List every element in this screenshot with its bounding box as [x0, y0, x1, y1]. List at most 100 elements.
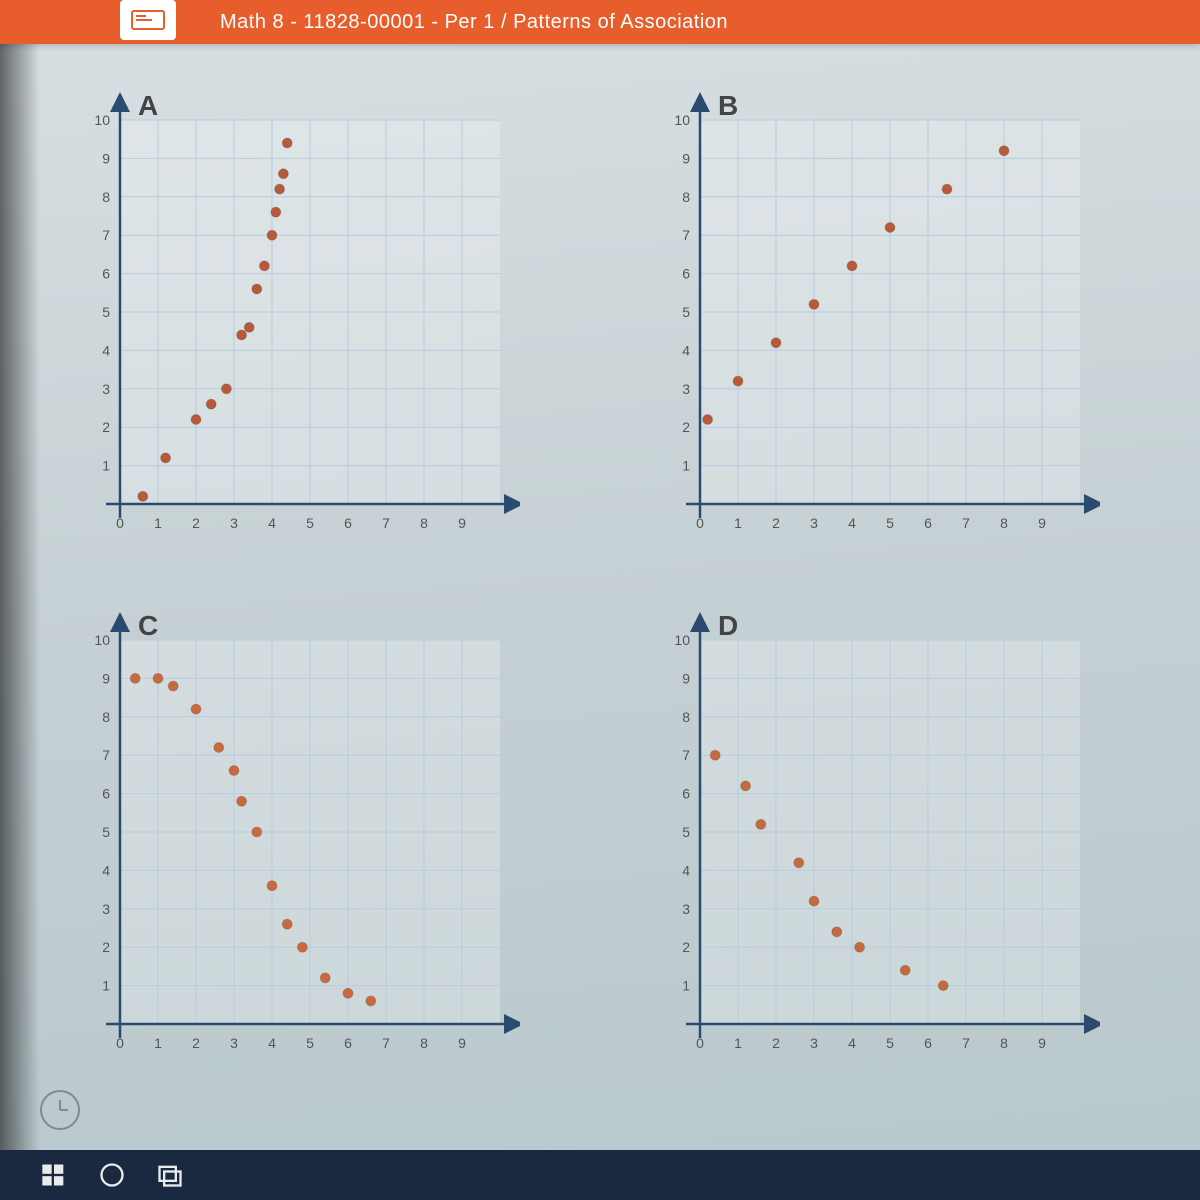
svg-text:5: 5 — [102, 304, 110, 320]
svg-text:6: 6 — [924, 1035, 932, 1051]
svg-text:3: 3 — [102, 381, 110, 397]
svg-text:1: 1 — [734, 1035, 742, 1051]
svg-text:9: 9 — [1038, 1035, 1046, 1051]
page-header: Math 8 - 11828-00001 - Per 1 / Patterns … — [0, 0, 1200, 44]
taskbar — [0, 1150, 1200, 1200]
svg-text:6: 6 — [344, 515, 352, 531]
chart-B: B 012345678912345678910 — [640, 84, 1100, 544]
svg-text:6: 6 — [102, 786, 110, 802]
svg-text:4: 4 — [102, 342, 110, 358]
svg-text:0: 0 — [696, 515, 704, 531]
svg-text:9: 9 — [102, 150, 110, 166]
svg-text:4: 4 — [268, 515, 276, 531]
svg-text:2: 2 — [102, 939, 110, 955]
svg-text:3: 3 — [810, 1035, 818, 1051]
left-shadow — [0, 44, 40, 1150]
svg-text:6: 6 — [682, 786, 690, 802]
chart-C: C 0 1 2 3 4 5 6 7 8 9 1 2 3 4 5 6 7 8 9 10 — [60, 604, 520, 1064]
svg-text:8: 8 — [102, 189, 110, 205]
plot-A: 0 1 2 3 4 5 6 7 8 9 1 2 3 4 5 6 7 8 9 10 — [60, 84, 520, 544]
svg-text:2: 2 — [192, 515, 200, 531]
svg-text:3: 3 — [682, 381, 690, 397]
course-icon — [120, 0, 176, 40]
svg-text:5: 5 — [886, 1035, 894, 1051]
svg-text:3: 3 — [230, 515, 238, 531]
svg-text:8: 8 — [682, 189, 690, 205]
svg-text:5: 5 — [682, 824, 690, 840]
svg-text:4: 4 — [102, 862, 110, 878]
svg-text:8: 8 — [1000, 1035, 1008, 1051]
svg-text:2: 2 — [192, 1035, 200, 1051]
content-area: A 012345678912345678910 B 01234567891234… — [60, 84, 1140, 1064]
svg-text:0: 0 — [116, 1035, 124, 1051]
svg-text:9: 9 — [458, 1035, 466, 1051]
svg-text:6: 6 — [102, 266, 110, 282]
svg-text:1: 1 — [154, 515, 162, 531]
svg-text:5: 5 — [682, 304, 690, 320]
svg-text:7: 7 — [682, 227, 690, 243]
header-title: Math 8 - 11828-00001 - Per 1 / Patterns … — [220, 11, 728, 34]
svg-text:6: 6 — [682, 266, 690, 282]
svg-text:7: 7 — [962, 1035, 970, 1051]
svg-text:5: 5 — [102, 824, 110, 840]
task-view-icon[interactable] — [156, 1161, 184, 1189]
svg-text:5: 5 — [306, 515, 314, 531]
svg-text:2: 2 — [682, 939, 690, 955]
svg-text:2: 2 — [772, 515, 780, 531]
svg-text:5: 5 — [886, 515, 894, 531]
chart-label-B: B — [718, 90, 738, 122]
svg-text:1: 1 — [154, 1035, 162, 1051]
svg-text:7: 7 — [382, 515, 390, 531]
svg-text:4: 4 — [682, 862, 690, 878]
svg-text:10: 10 — [94, 632, 110, 648]
svg-text:2: 2 — [102, 419, 110, 435]
plot-C: 0 1 2 3 4 5 6 7 8 9 1 2 3 4 5 6 7 8 9 10 — [60, 604, 520, 1064]
svg-text:9: 9 — [458, 515, 466, 531]
svg-text:7: 7 — [682, 747, 690, 763]
svg-text:7: 7 — [382, 1035, 390, 1051]
chart-label-A: A — [138, 90, 158, 122]
svg-text:8: 8 — [1000, 515, 1008, 531]
svg-text:9: 9 — [682, 150, 690, 166]
svg-text:8: 8 — [420, 515, 428, 531]
clock-icon — [40, 1090, 80, 1130]
svg-text:3: 3 — [682, 901, 690, 917]
svg-text:1: 1 — [682, 458, 690, 474]
svg-text:6: 6 — [344, 1035, 352, 1051]
svg-text:6: 6 — [924, 515, 932, 531]
search-circle-icon[interactable] — [98, 1161, 126, 1189]
svg-text:1: 1 — [734, 515, 742, 531]
plot-D: 012345678912345678910 — [640, 604, 1100, 1064]
chart-D: D 012345678912345678910 — [640, 604, 1100, 1064]
svg-text:3: 3 — [102, 901, 110, 917]
svg-text:5: 5 — [306, 1035, 314, 1051]
svg-text:4: 4 — [848, 1035, 856, 1051]
svg-text:2: 2 — [772, 1035, 780, 1051]
svg-text:4: 4 — [682, 342, 690, 358]
svg-text:10: 10 — [94, 112, 110, 128]
svg-text:7: 7 — [102, 747, 110, 763]
chart-A: A 0 1 2 3 4 5 6 7 8 9 1 2 3 4 5 6 7 8 9 10 — [60, 84, 520, 544]
svg-text:7: 7 — [962, 515, 970, 531]
svg-text:4: 4 — [268, 1035, 276, 1051]
svg-text:9: 9 — [102, 670, 110, 686]
svg-text:7: 7 — [102, 227, 110, 243]
charts-grid: A 012345678912345678910 B 01234567891234… — [60, 84, 1140, 1064]
chart-label-D: D — [718, 610, 738, 642]
svg-text:4: 4 — [848, 515, 856, 531]
svg-text:10: 10 — [674, 112, 690, 128]
svg-text:9: 9 — [1038, 515, 1046, 531]
svg-text:2: 2 — [682, 419, 690, 435]
svg-text:1: 1 — [682, 978, 690, 994]
svg-text:1: 1 — [102, 978, 110, 994]
svg-text:0: 0 — [116, 515, 124, 531]
svg-text:9: 9 — [682, 670, 690, 686]
chart-label-C: C — [138, 610, 158, 642]
svg-text:0: 0 — [696, 1035, 704, 1051]
svg-text:8: 8 — [682, 709, 690, 725]
svg-text:3: 3 — [230, 1035, 238, 1051]
svg-text:8: 8 — [420, 1035, 428, 1051]
svg-text:1: 1 — [102, 458, 110, 474]
windows-icon[interactable] — [40, 1161, 68, 1189]
svg-text:8: 8 — [102, 709, 110, 725]
